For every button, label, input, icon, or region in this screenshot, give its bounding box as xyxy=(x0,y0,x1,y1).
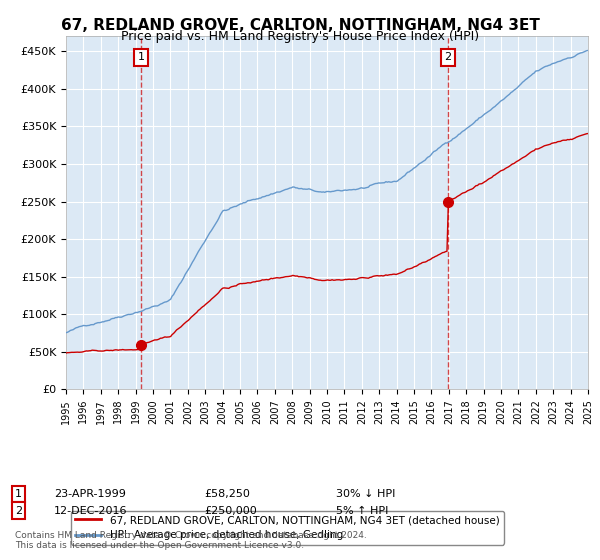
Text: 67, REDLAND GROVE, CARLTON, NOTTINGHAM, NG4 3ET: 67, REDLAND GROVE, CARLTON, NOTTINGHAM, … xyxy=(61,18,539,33)
Legend: 67, REDLAND GROVE, CARLTON, NOTTINGHAM, NG4 3ET (detached house), HPI: Average p: 67, REDLAND GROVE, CARLTON, NOTTINGHAM, … xyxy=(71,511,503,544)
Text: 23-APR-1999: 23-APR-1999 xyxy=(54,489,126,499)
Text: 1: 1 xyxy=(15,489,22,499)
Text: £250,000: £250,000 xyxy=(204,506,257,516)
Text: Price paid vs. HM Land Registry's House Price Index (HPI): Price paid vs. HM Land Registry's House … xyxy=(121,30,479,43)
Text: 5% ↑ HPI: 5% ↑ HPI xyxy=(336,506,388,516)
Text: 30% ↓ HPI: 30% ↓ HPI xyxy=(336,489,395,499)
Text: 2: 2 xyxy=(15,506,22,516)
Text: 2: 2 xyxy=(445,52,451,62)
Text: £58,250: £58,250 xyxy=(204,489,250,499)
Text: 12-DEC-2016: 12-DEC-2016 xyxy=(54,506,128,516)
Text: Contains HM Land Registry data © Crown copyright and database right 2024.
This d: Contains HM Land Registry data © Crown c… xyxy=(15,530,367,550)
Text: 1: 1 xyxy=(137,52,145,62)
